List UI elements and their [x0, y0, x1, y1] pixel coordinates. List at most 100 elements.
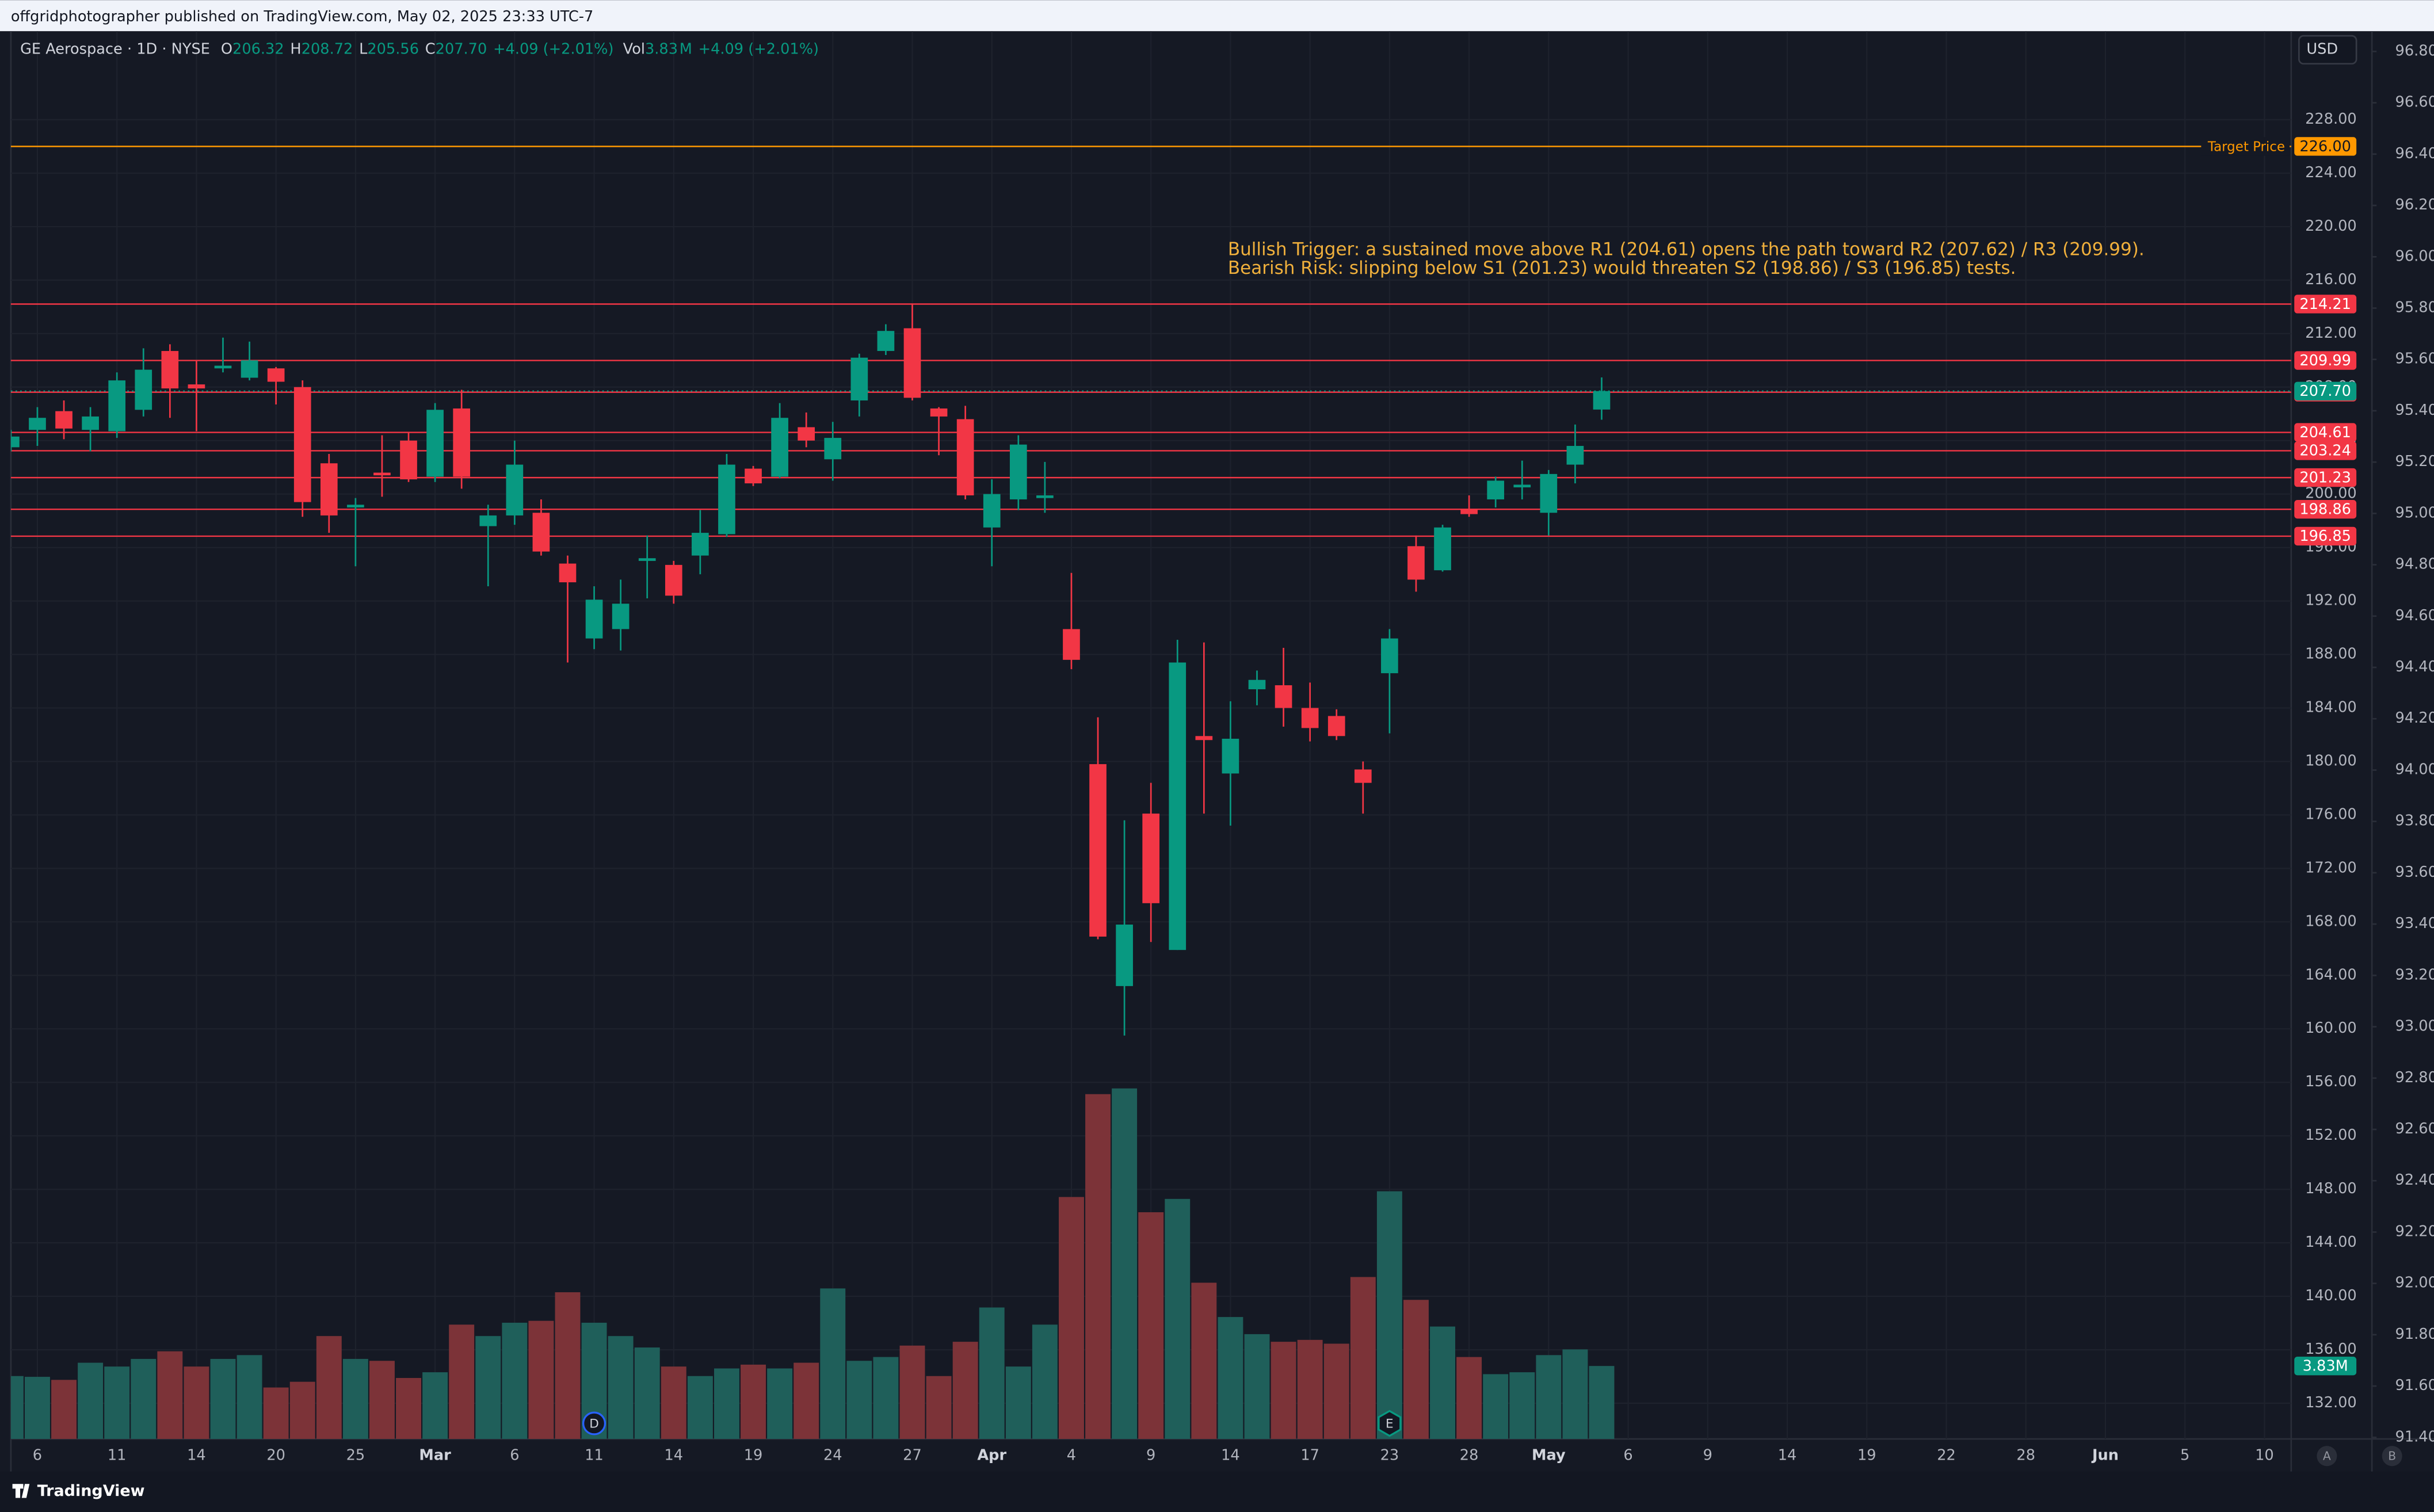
y-tick-label: 192.00 [2305, 592, 2357, 609]
event-marker[interactable] [1378, 1410, 1402, 1437]
candle-body [479, 515, 497, 526]
volume-bar [1562, 1349, 1588, 1439]
volume-bar [316, 1336, 342, 1439]
price-label-bg [2294, 351, 2357, 370]
y-tick-label: 136.00 [2305, 1341, 2357, 1358]
candle-body [29, 418, 46, 430]
y2-tick-label: 95.40 [2395, 402, 2434, 419]
y2-tick-label: 91.40 [2395, 1428, 2434, 1445]
x-tick-label: 24 [823, 1447, 842, 1464]
x-tick-label: 19 [1857, 1447, 1876, 1464]
y2-tick-label: 94.60 [2395, 607, 2434, 624]
y2-tick-label: 91.60 [2395, 1377, 2434, 1394]
y2-tick-label: 95.00 [2395, 504, 2434, 521]
candle-body [1513, 484, 1531, 488]
candle-body [877, 331, 895, 352]
y-tick-label: 160.00 [2305, 1020, 2357, 1037]
scale-button[interactable] [2382, 1446, 2402, 1467]
price-label-bg [2294, 441, 2357, 460]
header-bar [0, 0, 2434, 32]
x-tick-label: 9 [1146, 1447, 1155, 1464]
legend-volume-unit: M [680, 41, 692, 58]
volume-bar [555, 1292, 581, 1439]
candle-body [1540, 474, 1558, 513]
candle-body [612, 604, 630, 629]
volume-bar [184, 1366, 209, 1439]
y2-tick-label: 95.20 [2395, 453, 2434, 470]
event-label: E [1386, 1416, 1394, 1431]
price-label: 203.24 [2299, 442, 2351, 460]
x-tick-label: 11 [585, 1447, 604, 1464]
price-label-bg [2294, 423, 2357, 442]
currency-label: USD [2306, 41, 2338, 58]
x-tick-label: 5 [2180, 1447, 2189, 1464]
x-tick-label: Jun [2091, 1447, 2119, 1464]
volume-bar [952, 1342, 978, 1439]
x-tick-label: 17 [1300, 1447, 1319, 1464]
event-label: D [589, 1416, 599, 1431]
y2-tick-label: 95.60 [2395, 350, 2434, 368]
y2-tick-label: 96.40 [2395, 145, 2434, 162]
legend-volume-value: 3.83 [645, 41, 678, 58]
x-tick-label: 14 [187, 1447, 206, 1464]
price-label-bg [2294, 526, 2357, 546]
y2-tick-label: 92.60 [2395, 1120, 2434, 1137]
volume-bar [502, 1323, 528, 1439]
candle-body [1327, 716, 1345, 736]
legend-value: 208.72 [302, 41, 353, 58]
candle-body [850, 357, 868, 401]
x-tick-label: 25 [346, 1447, 365, 1464]
x-tick-label: 6 [1623, 1447, 1632, 1464]
candle-body [692, 533, 709, 556]
candle-body [532, 513, 550, 552]
price-label: 226.00 [2299, 138, 2351, 155]
y2-tick-label: 92.00 [2395, 1274, 2434, 1292]
volume-bar [289, 1381, 315, 1439]
volume-bar [661, 1366, 686, 1439]
price-label: 204.61 [2299, 424, 2351, 441]
price-label-bg [2294, 500, 2357, 519]
candle-body [1089, 764, 1107, 937]
volume-bar [926, 1376, 952, 1439]
volume-bar [1509, 1372, 1535, 1439]
volume-bar [10, 1376, 24, 1439]
volume-bar [396, 1378, 421, 1439]
volume-bar [1085, 1094, 1111, 1439]
candle-body [585, 600, 603, 639]
price-label: 198.86 [2299, 501, 2351, 518]
candle-body [161, 351, 179, 389]
x-tick-label: 4 [1067, 1447, 1076, 1464]
y2-tick-label: 92.80 [2395, 1069, 2434, 1086]
y2-tick-label: 92.40 [2395, 1171, 2434, 1189]
volume-bar [979, 1307, 1005, 1439]
y-tick-label: 228.00 [2305, 110, 2357, 128]
overlay: 214.21209.99207.62204.61203.24201.23198.… [582, 137, 2402, 1467]
volume-bar [1058, 1197, 1084, 1439]
target-name: Target Price [2207, 139, 2285, 154]
candle-body [400, 440, 417, 480]
x-tick-label: 9 [1703, 1447, 1712, 1464]
x-tick-label: 11 [108, 1447, 127, 1464]
volume-bar [210, 1358, 236, 1439]
scale-button[interactable] [2317, 1446, 2337, 1467]
x-tick-label: 28 [2016, 1447, 2035, 1464]
candle-body [214, 365, 232, 369]
volume-bar [1430, 1326, 1455, 1439]
y-tick-label: 172.00 [2305, 859, 2357, 876]
y2-tick-label: 93.20 [2395, 966, 2434, 983]
candle-body [506, 464, 524, 516]
volume-bar [1297, 1339, 1323, 1439]
event-marker[interactable] [582, 1411, 606, 1435]
x-tick-label: 14 [1221, 1447, 1240, 1464]
volume-bar [1244, 1334, 1270, 1439]
x-tick-label: 27 [903, 1447, 922, 1464]
currency-button[interactable] [2298, 35, 2357, 65]
x-tick-label: May [1532, 1447, 1566, 1464]
y-tick-label: 144.00 [2305, 1234, 2357, 1251]
price-label-bg [2294, 1356, 2357, 1376]
legend-value: 207.70 [436, 41, 487, 58]
volume-bar [1218, 1317, 1243, 1439]
volume-bar [236, 1355, 262, 1439]
y-tick-label: 152.00 [2305, 1127, 2357, 1144]
